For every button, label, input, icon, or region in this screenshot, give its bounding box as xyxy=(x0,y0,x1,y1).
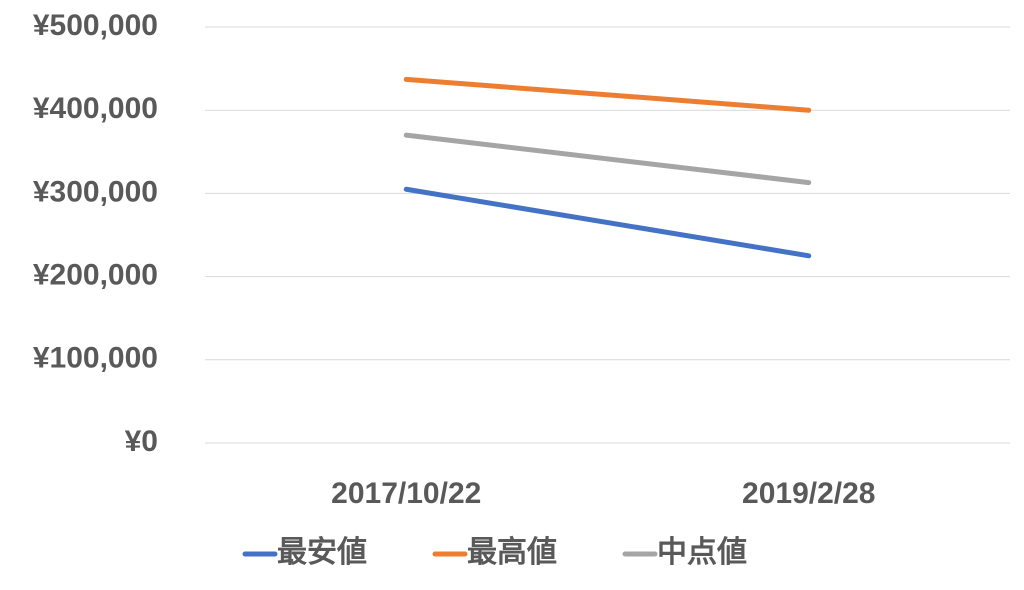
x-tick-label: 2019/2/28 xyxy=(742,477,875,510)
legend-label: 最安値 xyxy=(277,536,367,569)
y-tick-label: ¥0 xyxy=(125,425,158,458)
legend-label: 中点値 xyxy=(657,536,747,569)
y-tick-label: ¥500,000 xyxy=(33,9,158,42)
y-tick-label: ¥400,000 xyxy=(33,92,158,125)
x-tick-label: 2017/10/22 xyxy=(331,477,481,510)
series-line xyxy=(403,76,812,113)
series-line xyxy=(403,132,812,186)
y-tick-label: ¥100,000 xyxy=(33,342,158,375)
y-tick-label: ¥300,000 xyxy=(33,175,158,208)
y-tick-label: ¥200,000 xyxy=(33,259,158,292)
series-line xyxy=(403,186,812,259)
legend-label: 最高値 xyxy=(467,536,557,569)
